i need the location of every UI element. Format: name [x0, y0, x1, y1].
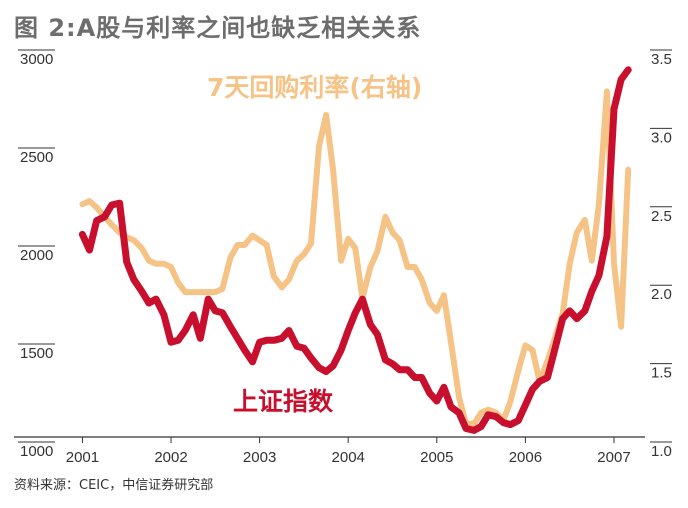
x-tick-label: 2005 — [420, 449, 453, 466]
x-tick-label: 2003 — [243, 449, 276, 466]
x-tick-label: 2007 — [597, 449, 630, 466]
chart-source: 资料来源：CEIC，中信证券研究部 — [14, 478, 214, 493]
series-line-repo-rate — [79, 88, 632, 427]
x-tick-label: 2002 — [154, 449, 187, 466]
y-left-tick-label: 3000 — [20, 51, 53, 68]
series-label-repo-rate: 7天回购利率(右轴) — [207, 73, 422, 102]
y-right-tick-label: 3.0 — [651, 129, 672, 146]
series-label-layer: 上证指数 7天回购利率(右轴) — [207, 73, 422, 416]
y-right-tick-label: 1.0 — [651, 443, 672, 460]
y-left-tick-label: 1000 — [20, 443, 53, 460]
x-tick-label: 2006 — [509, 449, 542, 466]
series-label-index: 上证指数 — [233, 387, 334, 416]
chart-title: 图 2:A股与利率之间也缺乏相关关系 — [14, 14, 422, 42]
axes-layer: 2001 2002 2003 2004 2005 2006 2007 3000 2500 2000… — [14, 49, 672, 466]
y-right-tick-label: 1.5 — [651, 365, 672, 382]
x-tick-label: 2001 — [66, 449, 99, 466]
y-right-tick-label: 2.5 — [651, 208, 672, 225]
y-left-tick-label: 2000 — [20, 247, 53, 264]
y-right-tick-label: 2.0 — [651, 286, 672, 303]
y-right-tick-label: 3.5 — [651, 51, 672, 68]
series-layer — [78, 66, 632, 434]
y-left-tick-label: 1500 — [20, 345, 53, 362]
x-tick-label: 2004 — [332, 449, 365, 466]
series-line-index — [78, 66, 632, 434]
y-left-tick-label: 2500 — [20, 149, 53, 166]
